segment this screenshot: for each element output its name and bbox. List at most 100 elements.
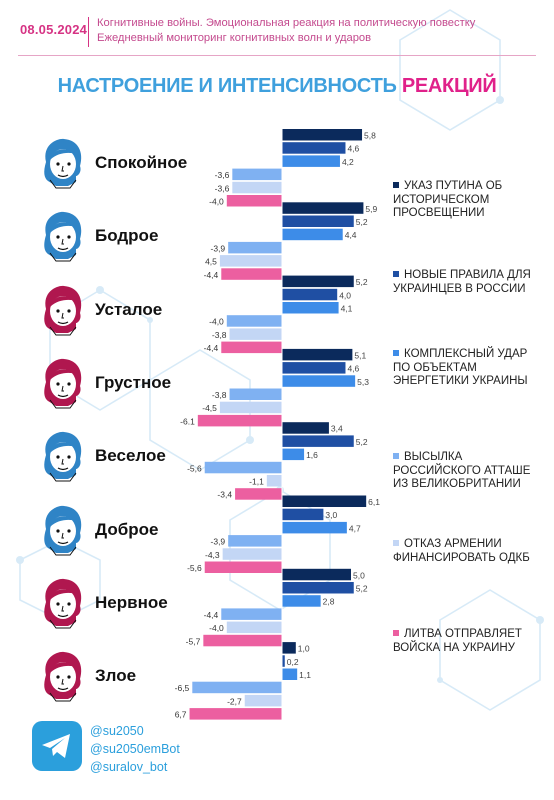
- data-label: -4,0: [209, 317, 224, 327]
- header: 08.05.2024 Когнитивные войны. Эмоциональ…: [0, 0, 554, 58]
- bar-group: 5,1 4,6 5,3 -3,8 -4,5 -6.1: [180, 348, 369, 427]
- data-label: -3,6: [215, 183, 230, 193]
- bar: [226, 315, 282, 327]
- data-label: 4,6: [347, 144, 359, 154]
- legend-swatch: [393, 182, 399, 188]
- header-subtitle-1: Когнитивные войны. Эмоциональная реакция…: [97, 17, 476, 29]
- mood-label: Грустное: [95, 372, 172, 392]
- header-divider: [88, 17, 89, 47]
- report-date: 08.05.2024: [20, 22, 88, 37]
- data-label: 4,6: [347, 364, 359, 374]
- bar: [282, 228, 343, 241]
- data-label: -3,6: [215, 170, 230, 180]
- legend-item: УКАЗ ПУТИНА ОБ ИСТОРИЧЕСКОМ ПРОСВЕЩЕНИИ: [393, 180, 543, 221]
- bar: [244, 694, 282, 707]
- legend-item: КОМПЛЕКСНЫЙ УДАР ПО ОБЪЕКТАМ ЭНЕРГЕТИКИ …: [393, 348, 543, 389]
- data-label: 3,4: [331, 424, 343, 434]
- legend-item: ОТКАЗ АРМЕНИИ ФИНАНСИРОВАТЬ ОДКБ: [393, 538, 543, 565]
- data-label: 5,2: [356, 584, 368, 594]
- bar: [203, 634, 282, 647]
- angry-face-icon: [38, 649, 86, 703]
- bar: [282, 348, 353, 361]
- bar: [222, 548, 282, 560]
- bar-group: 6,1 3,0 4,7 -3,9 -4,3-5,6: [187, 495, 380, 573]
- bar: [282, 275, 354, 288]
- data-label: 3,0: [325, 510, 337, 520]
- data-label: -5,7: [186, 636, 201, 646]
- mood-label: Усталое: [95, 299, 163, 319]
- bar: [192, 681, 282, 694]
- bar-group: 1,0 0,21,1 -6,5 -2,7 6,7: [175, 642, 311, 720]
- data-label: 5,1: [354, 350, 366, 360]
- bar: [228, 241, 282, 254]
- bar-group: 3,4 5,2 1,6 -5,6 -1,1 -3,4: [187, 422, 368, 500]
- bar: [266, 475, 282, 487]
- bar: [282, 155, 340, 167]
- data-label: 4,4: [345, 230, 357, 240]
- data-label: -4,4: [204, 610, 219, 620]
- bar: [282, 375, 356, 387]
- data-label: -3,4: [217, 490, 232, 500]
- legend-label: ВЫСЫЛКА РОССИЙСКОГО АТТАШЕ ИЗ ВЕЛИКОБРИТ…: [393, 451, 531, 490]
- bar: [282, 215, 354, 227]
- data-label: -3,9: [211, 243, 226, 253]
- bar: [229, 388, 282, 400]
- data-label: 2,8: [323, 597, 335, 607]
- header-subtitle-2: Ежедневный мониторинг когнитивных волн и…: [97, 32, 372, 44]
- data-label: -4,5: [202, 403, 217, 413]
- bar: [204, 561, 282, 573]
- data-label: -4,4: [204, 343, 219, 353]
- data-label: 0,2: [287, 657, 299, 667]
- bar: [226, 621, 282, 634]
- handle-link-3[interactable]: @suralov_bot: [90, 760, 168, 774]
- data-label: 4,7: [349, 523, 361, 533]
- bar: [282, 362, 346, 374]
- bar: [282, 129, 363, 141]
- bar: [221, 268, 282, 280]
- bar: [235, 488, 282, 500]
- bar-group: 5,0 5,2 2,8 -4,4 -4,0 -5,7: [186, 568, 368, 647]
- data-label: -6.1: [180, 416, 195, 426]
- bar: [282, 202, 364, 214]
- title-part-2: РЕАКЦИЙ: [401, 75, 497, 97]
- bar: [282, 521, 347, 534]
- legend-label: ОТКАЗ АРМЕНИИ ФИНАНСИРОВАТЬ ОДКБ: [393, 538, 530, 564]
- bar: [282, 642, 296, 654]
- page-title: НАСТРОЕНИЕ И ИНТЕНСИВНОСТЬ РЕАКЦИЙ: [0, 75, 554, 98]
- bar: [229, 328, 282, 340]
- data-label: 5,2: [356, 217, 368, 227]
- bar-group: 5,9 5,2 4,4 -3,9 4,5 -4,4: [204, 202, 378, 280]
- merry-face-icon: [38, 429, 86, 483]
- data-label: 5,0: [353, 570, 365, 580]
- handle-link-2[interactable]: @su2050emBot: [90, 742, 180, 756]
- data-label: 6,1: [368, 497, 380, 507]
- bar: [282, 568, 351, 581]
- bar-group: 5,8 4,6 4,2 -3,6 -3,6 -4,0: [209, 129, 376, 207]
- legend-swatch: [393, 453, 399, 459]
- data-label: -1,1: [249, 477, 264, 487]
- telegram-icon[interactable]: [32, 721, 82, 771]
- bar: [282, 288, 338, 301]
- bar: [219, 401, 282, 414]
- bar: [282, 302, 339, 314]
- data-label: 4,5: [205, 257, 217, 267]
- data-label: 4,2: [342, 157, 354, 167]
- mood-label: Доброе: [95, 519, 159, 539]
- bar: [282, 142, 346, 154]
- bar: [282, 422, 329, 434]
- data-label: 5,9: [365, 204, 377, 214]
- kind-face-icon: [38, 503, 86, 557]
- bar: [282, 655, 285, 667]
- tired-face-icon: [38, 283, 86, 337]
- bar: [221, 341, 282, 354]
- data-label: 5,8: [364, 131, 376, 141]
- title-part-1: НАСТРОЕНИЕ И ИНТЕНСИВНОСТЬ: [57, 75, 402, 97]
- handle-link-1[interactable]: @su2050: [90, 724, 144, 738]
- bar: [197, 414, 282, 427]
- data-label: -5,6: [187, 563, 202, 573]
- legend-swatch: [393, 630, 399, 636]
- legend-swatch: [393, 271, 399, 277]
- bar: [282, 495, 367, 507]
- nervous-face-icon: [38, 576, 86, 630]
